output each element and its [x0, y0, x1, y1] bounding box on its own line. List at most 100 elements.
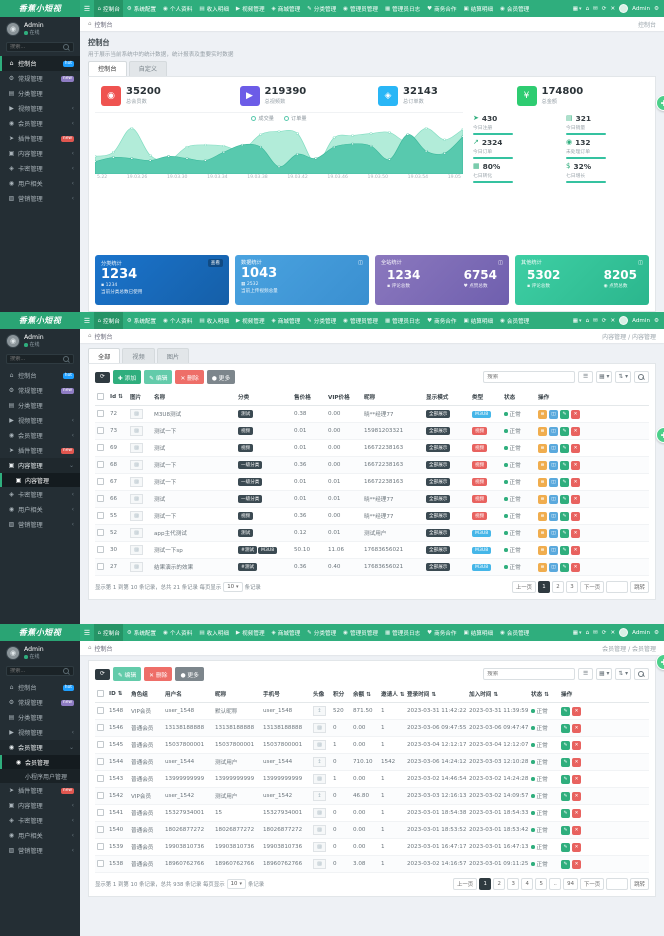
col-header-id[interactable]: Id ⇅: [108, 389, 128, 406]
sidebar-item[interactable]: ◉ 会员管理 ‹: [0, 428, 80, 443]
gear-icon[interactable]: ⚙: [653, 5, 659, 12]
navbar-item[interactable]: ♥ 商务合作: [424, 312, 460, 329]
row-checkbox[interactable]: [97, 494, 104, 502]
edit-op-icon[interactable]: ✎: [561, 740, 570, 750]
sort-op-icon[interactable]: ≣: [538, 409, 547, 419]
navbar-item[interactable]: ⌂ 控制台: [94, 624, 124, 641]
grid-view-icon[interactable]: ▦ ▾: [596, 668, 613, 680]
page-number-button[interactable]: 4: [521, 878, 534, 890]
row-checkbox[interactable]: [97, 409, 104, 417]
navbar-item[interactable]: ◉ 会员管理: [497, 624, 533, 641]
delete-button[interactable]: ✕ 删除: [144, 667, 173, 681]
page-number-button[interactable]: 1: [479, 878, 492, 890]
page-number-button[interactable]: 2: [493, 878, 506, 890]
sidebar-search[interactable]: [6, 354, 74, 365]
hamburger-icon[interactable]: ☰: [83, 316, 91, 325]
navbar-item[interactable]: ⌂ 控制台: [94, 312, 124, 329]
sidebar-item[interactable]: ◈ 卡密管理 ‹: [0, 813, 80, 828]
user-name[interactable]: Admin: [632, 629, 650, 636]
refresh-icon[interactable]: ⟳: [601, 5, 607, 12]
sidebar-item[interactable]: ➤ 插件管理 new: [0, 443, 80, 458]
row-checkbox[interactable]: [97, 511, 104, 519]
edit-op-icon[interactable]: ✎: [560, 528, 569, 538]
sidebar-avatar[interactable]: ◉: [6, 22, 20, 37]
row-checkbox[interactable]: [97, 774, 104, 782]
tab[interactable]: 控制台: [88, 60, 127, 76]
sidebar-item[interactable]: ◉ 会员管理: [0, 755, 80, 770]
navbar-item[interactable]: ◈ 商城管理: [268, 0, 304, 17]
delete-op-icon[interactable]: ✕: [572, 774, 581, 784]
page-number-button[interactable]: 3: [566, 581, 579, 593]
legend-label[interactable]: 订单量: [291, 115, 307, 122]
sidebar-search-input[interactable]: [10, 356, 62, 363]
edit-op-icon[interactable]: ✎: [561, 808, 570, 818]
message-icon[interactable]: ✉: [593, 629, 598, 636]
page-number-button[interactable]: 2: [552, 581, 565, 593]
view-button[interactable]: 查看: [207, 259, 223, 267]
edit-op-icon[interactable]: ✎: [561, 757, 570, 767]
navbar-item[interactable]: ▤ 收入明细: [196, 624, 233, 641]
row-checkbox[interactable]: [97, 723, 104, 731]
col-header-balance[interactable]: 余额 ⇅: [351, 686, 379, 703]
detail-op-icon[interactable]: ◫: [549, 494, 558, 504]
home-icon[interactable]: ⌂: [585, 629, 590, 636]
edit-op-icon[interactable]: ✎: [560, 494, 569, 504]
col-header-status[interactable]: 状态 ⇅: [529, 686, 559, 703]
sidebar-item[interactable]: ▶ 视频管理 ‹: [0, 725, 80, 740]
grid-view-icon[interactable]: ▦ ▾: [596, 371, 613, 383]
navbar-item[interactable]: ✎ 分类管理: [304, 0, 340, 17]
delete-op-icon[interactable]: ✕: [572, 859, 581, 869]
sidebar-item[interactable]: ▤ 分类管理: [0, 710, 80, 725]
add-button[interactable]: ✚ 添加: [112, 370, 142, 384]
row-checkbox[interactable]: [97, 757, 104, 765]
row-checkbox[interactable]: [97, 443, 104, 451]
table-search[interactable]: [483, 668, 576, 680]
edit-op-icon[interactable]: ✎: [561, 706, 570, 716]
row-checkbox[interactable]: [97, 477, 104, 485]
user-avatar[interactable]: [619, 628, 629, 637]
sidebar-item[interactable]: ◈ 卡密管理 ‹: [0, 487, 80, 502]
edit-op-icon[interactable]: ✎: [560, 409, 569, 419]
search-icon-button[interactable]: [634, 371, 649, 383]
navbar-item[interactable]: ✎ 分类管理: [304, 624, 340, 641]
edit-op-icon[interactable]: ✎: [561, 774, 570, 784]
col-header-id[interactable]: ID ⇅: [107, 686, 129, 703]
user-name[interactable]: Admin: [632, 317, 650, 324]
page-number-button[interactable]: ..: [549, 878, 562, 890]
page-jump-input[interactable]: [606, 581, 629, 593]
sidebar-item[interactable]: ⚙ 常规管理 new: [0, 71, 80, 86]
delete-op-icon[interactable]: ✕: [572, 706, 581, 716]
hamburger-icon[interactable]: ☰: [83, 628, 91, 637]
fullscreen-exit-icon[interactable]: ✕: [610, 5, 616, 12]
edit-op-icon[interactable]: ✎: [561, 859, 570, 869]
select-all-checkbox[interactable]: [97, 392, 104, 400]
navbar-item[interactable]: ▦ 管理员日志: [381, 0, 423, 17]
page-size-select[interactable]: 10 ▾: [223, 582, 243, 592]
tab[interactable]: 图片: [156, 348, 190, 363]
sort-op-icon[interactable]: ≣: [538, 494, 547, 504]
row-checkbox[interactable]: [97, 426, 104, 434]
delete-op-icon[interactable]: ✕: [571, 443, 580, 453]
sort-op-icon[interactable]: ≣: [538, 545, 547, 555]
row-checkbox[interactable]: [97, 808, 104, 816]
sidebar-item[interactable]: ▶ 视频管理 ‹: [0, 413, 80, 428]
delete-op-icon[interactable]: ✕: [572, 723, 581, 733]
sidebar-item[interactable]: ▣ 内容管理: [0, 473, 80, 488]
navbar-item[interactable]: ⚙ 系统配置: [123, 0, 159, 17]
navbar-item[interactable]: ▶ 视频管理: [232, 0, 268, 17]
delete-op-icon[interactable]: ✕: [571, 562, 580, 572]
user-name[interactable]: Admin: [632, 5, 650, 12]
edit-op-icon[interactable]: ✎: [561, 825, 570, 835]
navbar-item[interactable]: ◈ 商城管理: [268, 624, 304, 641]
edit-button[interactable]: ✎ 编辑: [144, 370, 173, 384]
apps-menu[interactable]: ▦ ▾: [573, 318, 582, 324]
col-header-inviter[interactable]: 邀请人 ⇅: [379, 686, 405, 703]
edit-op-icon[interactable]: ✎: [560, 545, 569, 555]
page-jump-button[interactable]: 跳转: [630, 581, 649, 593]
sidebar-item[interactable]: ▶ 视频管理 ‹: [0, 101, 80, 116]
navbar-item[interactable]: ▤ 收入明细: [196, 0, 233, 17]
navbar-item[interactable]: ▣ 结算明细: [460, 0, 497, 17]
navbar-item[interactable]: ◉ 个人资料: [160, 312, 196, 329]
sort-op-icon[interactable]: ≣: [538, 562, 547, 572]
list-view-icon[interactable]: ☰: [578, 371, 594, 383]
